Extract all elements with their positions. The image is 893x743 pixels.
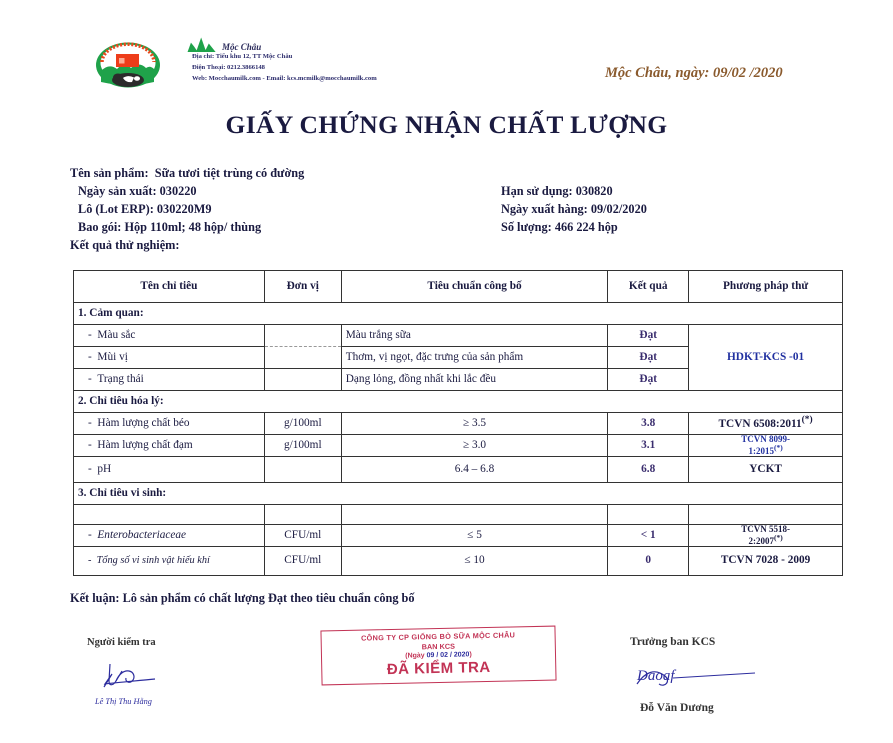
svg-text:Daoaf: Daoaf (636, 668, 676, 684)
svg-text:Lê Thị Thu Hằng: Lê Thị Thu Hằng (94, 697, 152, 706)
